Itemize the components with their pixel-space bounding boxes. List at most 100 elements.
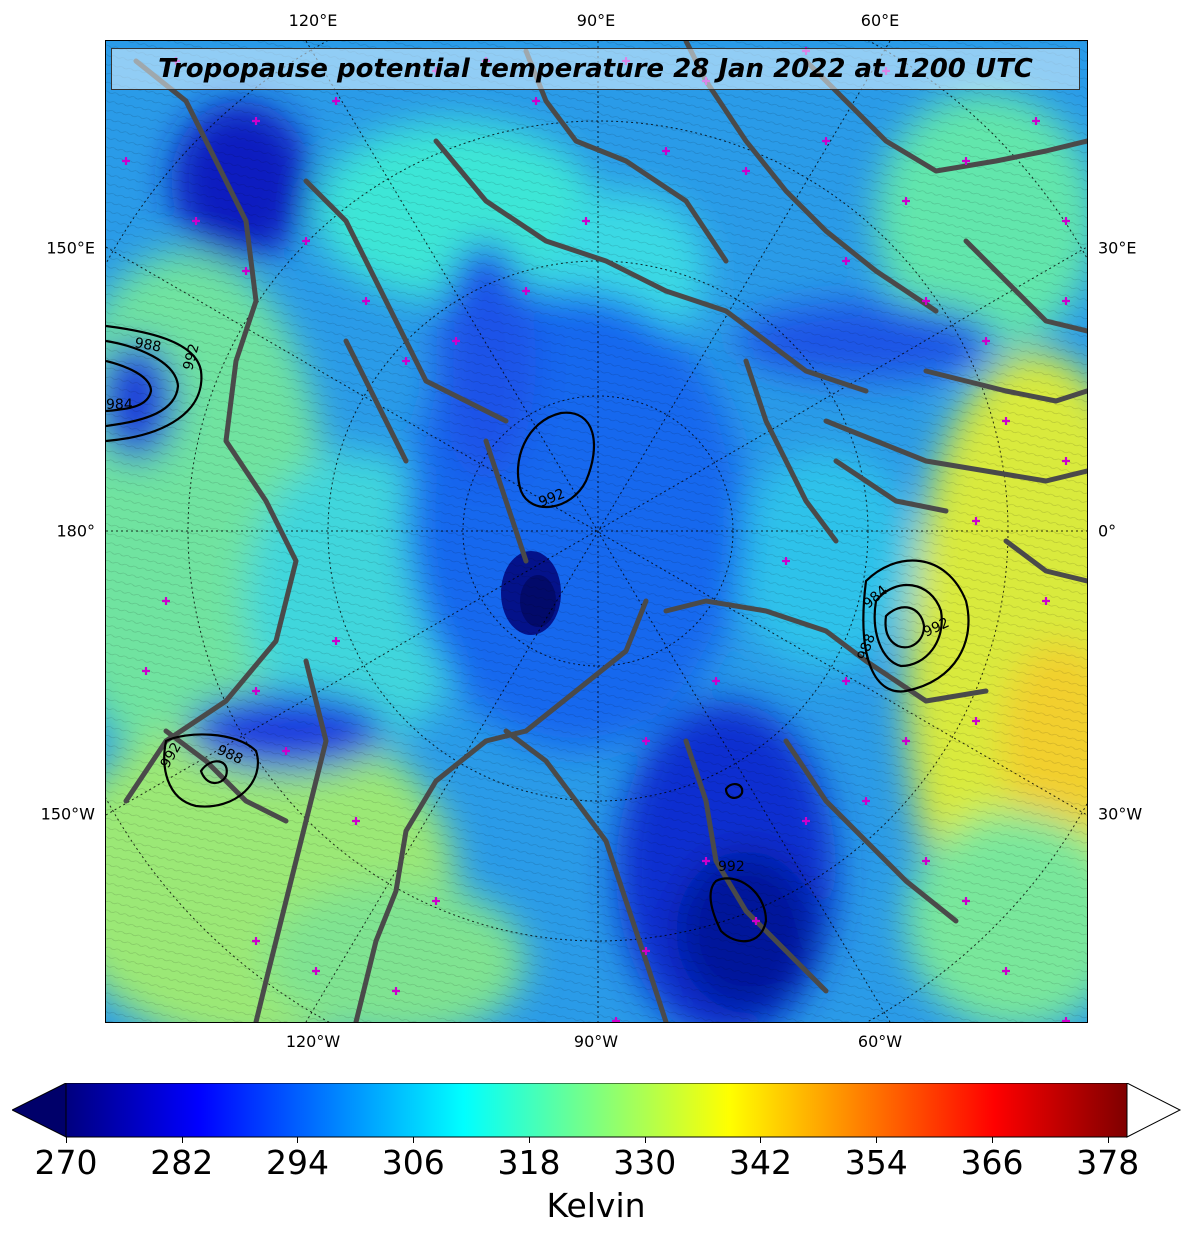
colorbar-tick-label: 342 [728, 1143, 792, 1182]
station-marker [252, 687, 260, 695]
station-marker [982, 337, 990, 345]
temperature-field [106, 41, 1087, 1022]
longitude-label-right: 30°W [1098, 804, 1143, 824]
colorbar-tick-mark [528, 1137, 530, 1143]
station-marker [252, 937, 260, 945]
colorbar-tick-mark [413, 1137, 415, 1143]
colorbar-bar [65, 1082, 1128, 1138]
station-marker [582, 217, 590, 225]
colorbar-tick-label: 306 [381, 1143, 445, 1182]
longitude-label-bottom: 90°W [573, 1032, 619, 1051]
contour-label: 988 [133, 335, 162, 355]
contour-label: 984 [106, 397, 133, 413]
station-marker [742, 167, 750, 175]
colorbar-tick-label: 366 [960, 1143, 1024, 1182]
colorbar-extend-low [10, 1082, 67, 1138]
station-marker [962, 897, 970, 905]
station-marker [302, 237, 310, 245]
colorbar-tick-mark [181, 1137, 183, 1143]
longitude-label-right: 0° [1098, 521, 1117, 541]
station-marker [522, 287, 530, 295]
longitude-label-left: 150°E [46, 238, 95, 258]
station-marker [192, 217, 200, 225]
station-marker [972, 517, 980, 525]
colorbar-tick-mark [991, 1137, 993, 1143]
colorbar-label: Kelvin [546, 1186, 646, 1225]
station-marker [822, 137, 830, 145]
station-marker [972, 717, 980, 725]
station-marker [612, 1017, 620, 1022]
colorbar-tick-mark [760, 1137, 762, 1143]
station-marker [432, 897, 440, 905]
station-marker [1062, 297, 1070, 305]
station-marker [922, 297, 930, 305]
contour-label: 992 [180, 342, 202, 372]
colorbar-tick-label: 294 [265, 1143, 329, 1182]
colorbar-tick-mark [66, 1137, 67, 1143]
station-marker [712, 677, 720, 685]
colorbar-tick-label: 270 [34, 1143, 98, 1182]
station-marker [862, 797, 870, 805]
colorbar-extend-high [1126, 1082, 1182, 1138]
station-marker [902, 737, 910, 745]
colorbar-tick-label: 330 [613, 1143, 677, 1182]
station-marker [922, 857, 930, 865]
station-marker [1002, 967, 1010, 975]
station-marker [532, 97, 540, 105]
station-marker [802, 817, 810, 825]
colorbar-canvas [10, 1082, 1182, 1138]
station-marker [1002, 417, 1010, 425]
station-marker [162, 597, 170, 605]
longitude-label-bottom: 120°W [285, 1032, 341, 1051]
station-marker [1062, 1017, 1070, 1022]
colorbar-tick-mark [644, 1137, 646, 1143]
station-marker [902, 197, 910, 205]
colorbar-tick-mark [876, 1137, 878, 1143]
contour-label: 992 [718, 859, 745, 875]
station-marker [702, 857, 710, 865]
station-marker [362, 297, 370, 305]
station-marker [642, 947, 650, 955]
station-marker [962, 157, 970, 165]
station-marker [782, 557, 790, 565]
station-marker [1032, 117, 1040, 125]
station-marker [252, 117, 260, 125]
station-marker [332, 637, 340, 645]
colorbar-tick-label: 318 [497, 1143, 561, 1182]
coastlines [123, 41, 1087, 1022]
colorbar-tick-mark [297, 1137, 299, 1143]
station-marker [122, 157, 130, 165]
station-marker [242, 267, 250, 275]
colorbar-tick-mark [1107, 1137, 1109, 1143]
longitude-label-bottom: 60°W [857, 1032, 903, 1051]
colorbar [10, 1082, 1182, 1139]
station-marker [312, 967, 320, 975]
station-marker [402, 357, 410, 365]
longitude-label-left: 180° [56, 521, 95, 541]
station-marker [662, 147, 670, 155]
longitude-label-top: 90°E [576, 11, 616, 30]
station-marker [452, 337, 460, 345]
station-marker [1062, 457, 1070, 465]
station-marker [842, 257, 850, 265]
longitude-label-top: 120°E [288, 11, 338, 30]
station-marker [642, 737, 650, 745]
map-panel: 992 988 984 992 984 988 992 992 988 992 [105, 40, 1088, 1023]
longitude-label-top: 60°E [860, 11, 900, 30]
longitude-label-right: 30°E [1098, 238, 1137, 258]
station-marker [352, 817, 360, 825]
colorbar-tick-label: 282 [150, 1143, 214, 1182]
station-marker [142, 667, 150, 675]
pressure-contour-labels: 992 988 984 992 984 988 992 992 988 992 [106, 335, 952, 875]
station-marker [842, 677, 850, 685]
longitude-label-left: 150°W [40, 804, 95, 824]
colorbar-tick-label: 354 [844, 1143, 908, 1182]
station-marker [752, 917, 760, 925]
station-marker [392, 987, 400, 995]
station-marker [1042, 597, 1050, 605]
station-marker [282, 747, 290, 755]
map-canvas: 992 988 984 992 984 988 992 992 988 992 [106, 41, 1087, 1022]
pressure-contours [106, 324, 970, 943]
station-marker [1062, 217, 1070, 225]
map-title: Tropopause potential temperature 28 Jan … [111, 48, 1080, 90]
